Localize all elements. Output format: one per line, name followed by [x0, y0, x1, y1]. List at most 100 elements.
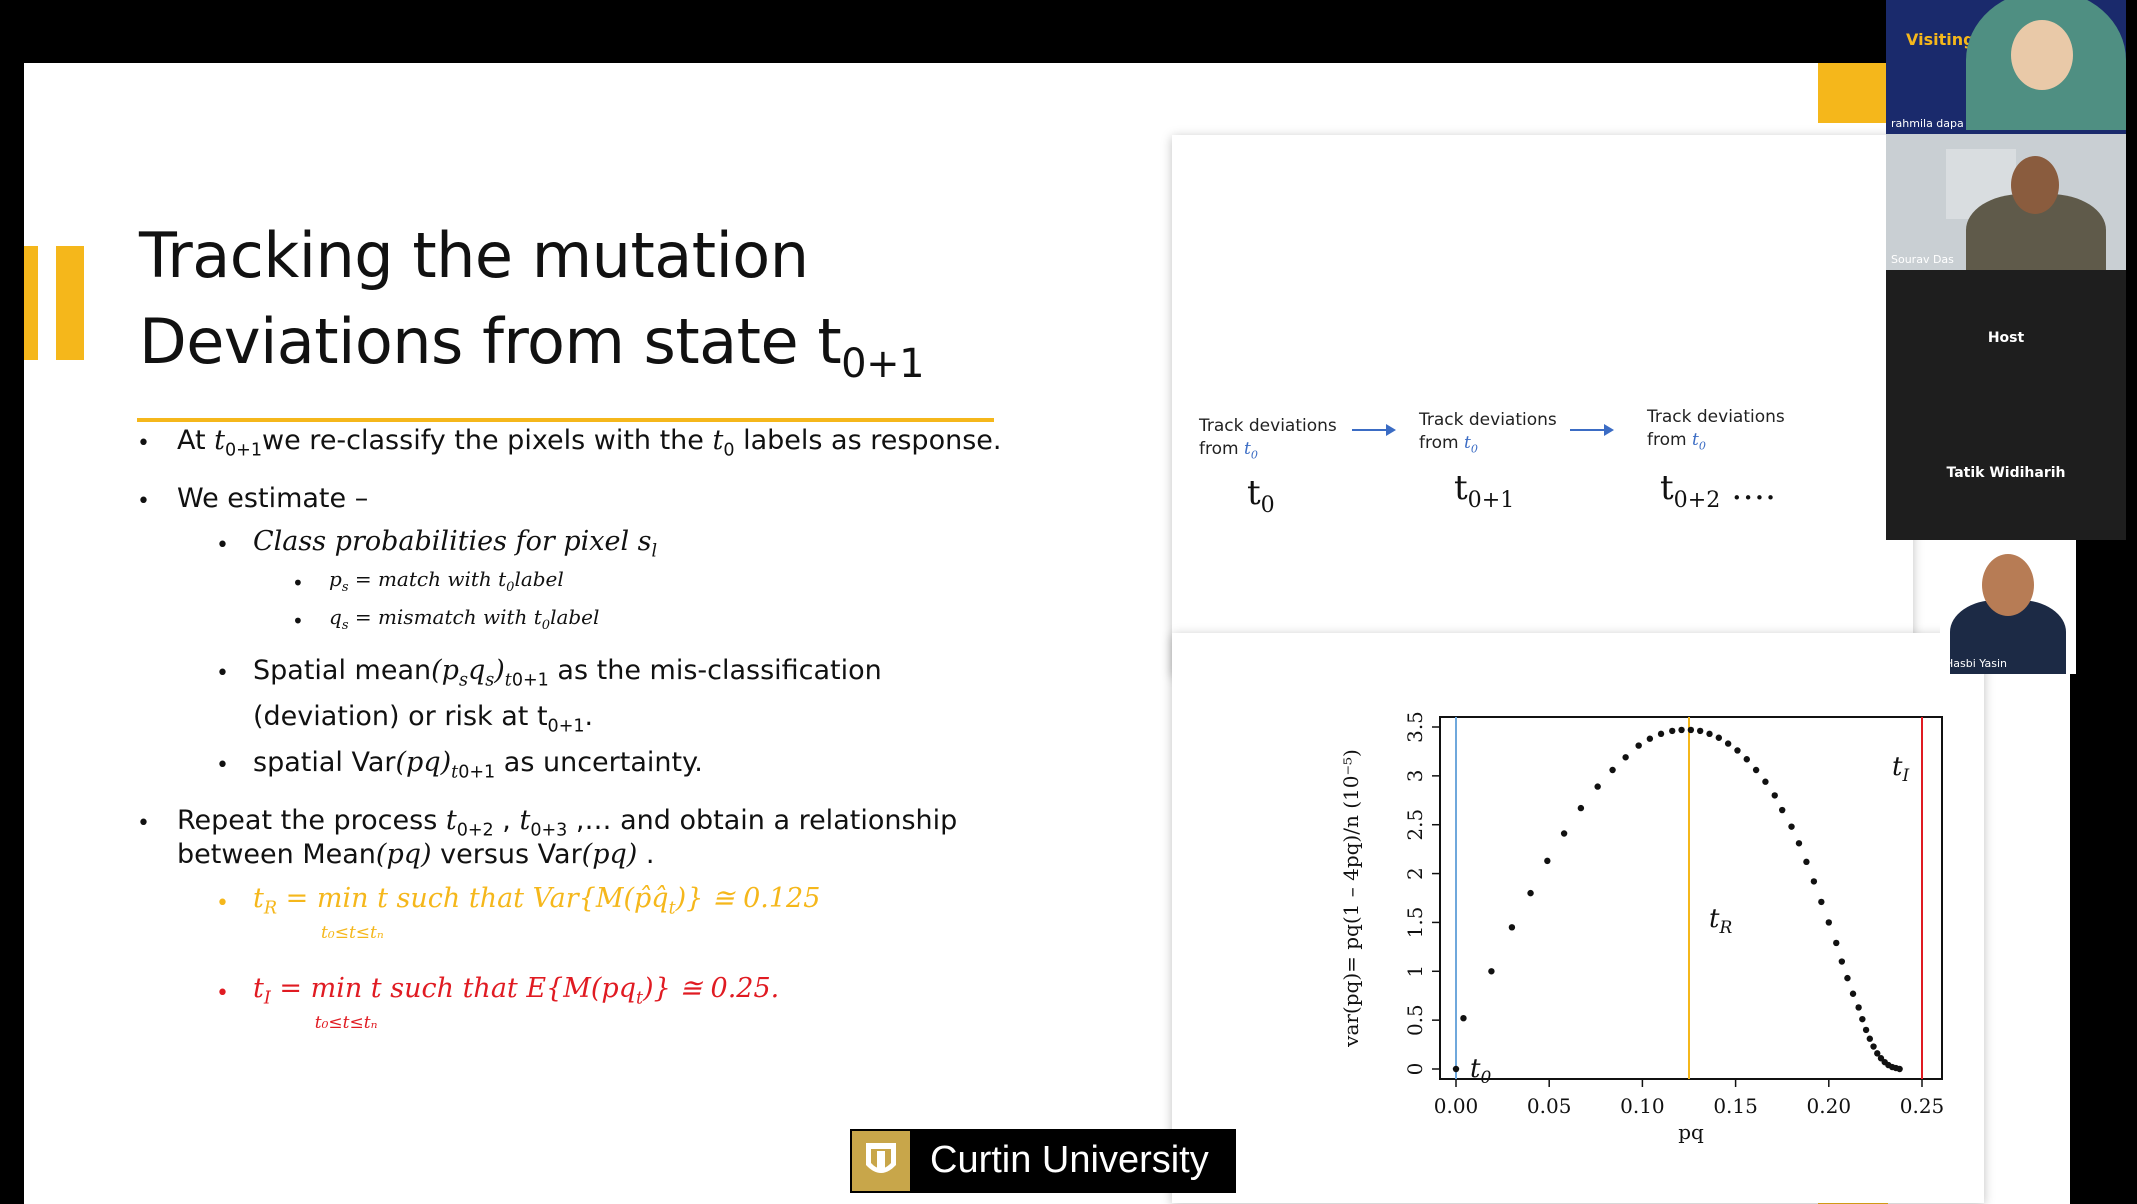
- b2a1-lhs-sub: s: [341, 580, 349, 595]
- annotation-tR: tR: [1709, 904, 1732, 938]
- x-tick-label: 0.10: [1620, 1094, 1665, 1118]
- participant-tile-4[interactable]: Hasbi Yasin: [1940, 540, 2076, 674]
- flow-t02: t0+2 ….: [1660, 468, 1776, 513]
- data-point: [1862, 1026, 1870, 1034]
- flow-step-2: Track deviations from t0: [1419, 409, 1557, 460]
- y-axis-label: var(pq)= pq(1 – 4pq)/n (10⁻⁵): [1339, 749, 1363, 1048]
- b3-line2-m2: (pq): [581, 839, 638, 870]
- b2a-text: Class probabilities for pixel s: [253, 526, 652, 557]
- b3-line2-m1: (pq): [375, 839, 432, 870]
- bullet-2: We estimate –: [177, 483, 369, 514]
- participant-tile-2[interactable]: Sourav Das: [1886, 134, 2126, 270]
- data-point: [1669, 727, 1676, 735]
- participant-name: Sourav Das: [1891, 253, 1954, 266]
- title-line2-sub: 0+1: [841, 341, 925, 387]
- bullet-dot: •: [216, 533, 229, 558]
- data-point: [1577, 804, 1585, 812]
- bullet-2c: spatial Var(pq)t0+1 as uncertainty.: [253, 747, 703, 782]
- b3-line2-mid: versus Var: [431, 839, 582, 870]
- plot-frame: [1439, 716, 1943, 1080]
- b1-post: we re-classify the pixels with the: [262, 425, 713, 456]
- flow-step2-t: t: [1463, 433, 1471, 453]
- data-point: [1488, 968, 1495, 975]
- y-tick-label: 0.5: [1403, 1004, 1427, 1036]
- data-point: [1849, 990, 1857, 997]
- b3-line2-pre: between Mean: [177, 839, 376, 870]
- b2a1-rhs-sub: 0: [506, 580, 515, 595]
- data-point: [1734, 747, 1741, 754]
- flow-step1-tsub: 0: [1250, 448, 1258, 462]
- flow-step1-label: Track deviations: [1199, 416, 1337, 436]
- b2a2-end: label: [550, 605, 600, 629]
- data-point: [1896, 1065, 1903, 1073]
- eq2-lhs: t: [253, 973, 264, 1004]
- b2b-math2: q: [467, 655, 486, 686]
- annotation-t0: t0: [1470, 1054, 1491, 1088]
- eq1-range: t₀≤t≤tₙ: [321, 923, 384, 943]
- b2b-post: as the mis-classification: [548, 655, 882, 686]
- data-point: [1803, 858, 1810, 866]
- participant-name: Hasbi Yasin: [1945, 657, 2007, 670]
- participant-tile-1[interactable]: Visiting Lecture rahmila dapa: [1886, 0, 2126, 134]
- bullet-2a: Class probabilities for pixel sl: [253, 526, 657, 561]
- bullet-dot: •: [292, 571, 304, 595]
- data-point: [1743, 756, 1750, 763]
- data-point: [1788, 823, 1795, 830]
- data-point: [1752, 766, 1760, 774]
- variance-chart: 0.00 0.05 0.10 0.15 0.20 0.25 0 0.5 1 1.5 2 2.5 3 3.5…: [1339, 711, 1945, 1144]
- flow-step2-tsub: 0: [1470, 442, 1478, 456]
- y-tick-label: 3.5: [1403, 711, 1427, 743]
- slide-title: Tracking the mutation Deviations from st…: [139, 213, 925, 407]
- bullet-dot: •: [216, 891, 229, 916]
- b3-pre: Repeat the process: [177, 805, 446, 836]
- data-point: [1609, 766, 1616, 774]
- b1-end: labels as response.: [734, 425, 1002, 456]
- flow-step1-bigsub: 0: [1260, 491, 1275, 518]
- y-tick-label: 1.5: [1403, 907, 1427, 939]
- host-name: Tatik Widiharih: [1946, 465, 2066, 481]
- bullet-dot: •: [216, 661, 229, 686]
- slide: Tracking the mutation Deviations from st…: [24, 63, 2070, 1204]
- flow-step1-t: t: [1243, 439, 1251, 459]
- eq2-rhs: such that E{M(pq: [381, 973, 636, 1004]
- data-point: [1870, 1043, 1877, 1050]
- b3-t3sub: 0+3: [530, 820, 568, 841]
- participant-name: rahmila dapa: [1891, 117, 1964, 130]
- x-tick-label: 0.00: [1434, 1094, 1479, 1118]
- eq2-lhs-sub: I: [263, 988, 271, 1009]
- y-tick-label: 0: [1403, 1063, 1427, 1076]
- bullet-2a2: qs = mismatch with t0label: [329, 605, 599, 633]
- chart-panel: 0.00 0.05 0.10 0.15 0.20 0.25 0 0.5 1 1.5 2 2.5 3 3.5…: [1172, 633, 1984, 1203]
- b3-sep: ,: [493, 805, 520, 836]
- participant-tile-3[interactable]: Host Tatik Widiharih: [1886, 270, 2126, 540]
- bullet-dot: •: [137, 811, 150, 836]
- y-tick-label: 1: [1403, 965, 1427, 978]
- participant-face: [2011, 20, 2073, 90]
- flow-arrow-1: [1352, 424, 1396, 436]
- bullet-dot: •: [292, 609, 304, 633]
- eq2-min: min t: [310, 973, 382, 1004]
- data-point: [1724, 740, 1732, 747]
- data-point: [1544, 857, 1551, 865]
- b3-t2: t: [445, 805, 457, 836]
- b2b-subsub: 0+1: [511, 670, 549, 691]
- bullet-dot: •: [216, 753, 229, 778]
- b3-line2-end: .: [637, 839, 655, 870]
- eq2-rhs-sub: t: [635, 988, 644, 1009]
- data-point: [1838, 958, 1846, 965]
- data-point: [1795, 840, 1803, 847]
- eq1-lhs: t: [253, 883, 264, 914]
- data-point: [1762, 778, 1769, 785]
- b2c-sub: t: [451, 762, 459, 783]
- data-point: [1594, 783, 1601, 790]
- x-tick-label: 0.25: [1900, 1094, 1945, 1118]
- data-point: [1622, 754, 1629, 761]
- y-tick-label: 2.5: [1403, 809, 1427, 841]
- eq2-end: )} ≅ 0.25.: [643, 973, 780, 1004]
- flow-step3-tsub: 0: [1698, 439, 1706, 453]
- eq1-rhs-sub: t: [668, 898, 676, 919]
- b2c-math: (pq): [395, 747, 452, 778]
- eq1-rhs: such that Var{M(p̂q̂: [387, 883, 669, 914]
- top-right-accent: [1818, 63, 1888, 123]
- flow-step2-label: Track deviations: [1419, 410, 1557, 430]
